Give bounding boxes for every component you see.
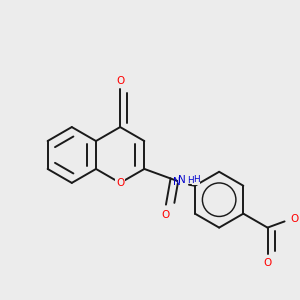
Text: O: O xyxy=(116,76,124,86)
Text: H: H xyxy=(193,175,200,184)
Text: N: N xyxy=(178,175,186,185)
Text: O: O xyxy=(263,258,272,268)
Text: O: O xyxy=(290,214,299,224)
Text: H: H xyxy=(187,176,194,185)
Text: O: O xyxy=(162,210,170,220)
Text: N: N xyxy=(173,177,181,187)
Text: O: O xyxy=(116,178,124,188)
